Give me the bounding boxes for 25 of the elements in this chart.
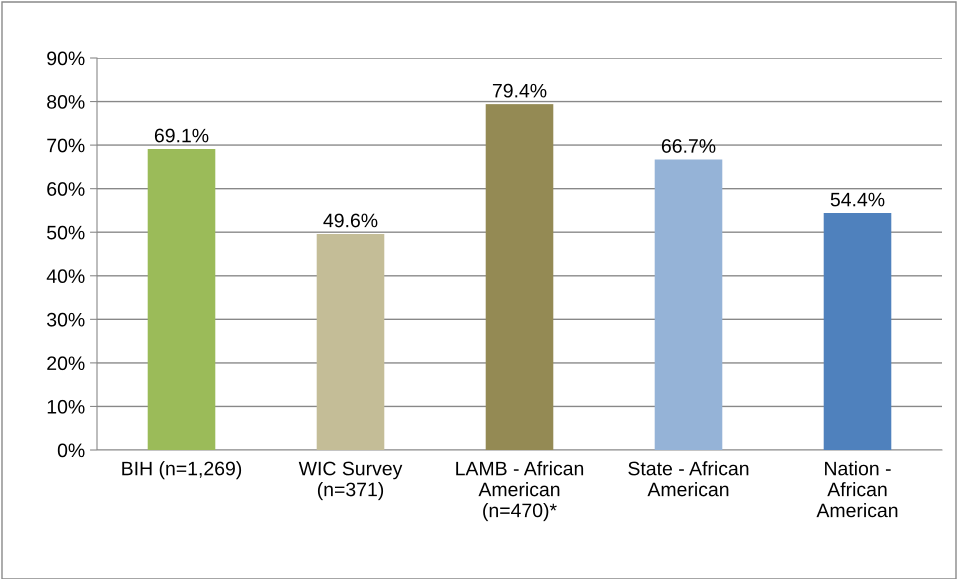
y-tick-label: 50% bbox=[47, 226, 85, 240]
data-label: 66.7% bbox=[662, 139, 716, 153]
data-label: 49.6% bbox=[323, 214, 378, 228]
y-tick-label: 70% bbox=[47, 138, 85, 152]
x-tick-label: WIC Survey (n=371) bbox=[298, 462, 402, 500]
data-label: 69.1% bbox=[154, 128, 208, 142]
y-tick-label: 30% bbox=[47, 312, 85, 327]
x-tick-label: State - African American bbox=[628, 461, 748, 496]
bar bbox=[654, 159, 722, 450]
bar bbox=[148, 149, 216, 450]
y-tick-label: 90% bbox=[47, 51, 85, 66]
y-tick-label: 60% bbox=[47, 182, 85, 196]
y-tick-label: 10% bbox=[48, 400, 85, 414]
bar bbox=[486, 104, 554, 450]
bar bbox=[824, 213, 892, 450]
data-label: 54.4% bbox=[830, 192, 884, 206]
y-tick-label: 40% bbox=[46, 269, 85, 284]
data-label: 79.4% bbox=[492, 84, 546, 98]
y-tick-label: 0% bbox=[58, 443, 85, 458]
bar bbox=[316, 234, 384, 450]
y-tick-label: 20% bbox=[47, 356, 85, 370]
x-tick-label: Nation - African American bbox=[816, 461, 898, 518]
x-tick-label: BIH (n=1,269) bbox=[122, 461, 242, 480]
x-tick-label: LAMB - African American (n=470)* bbox=[456, 461, 584, 522]
y-tick-label: 80% bbox=[47, 95, 85, 109]
